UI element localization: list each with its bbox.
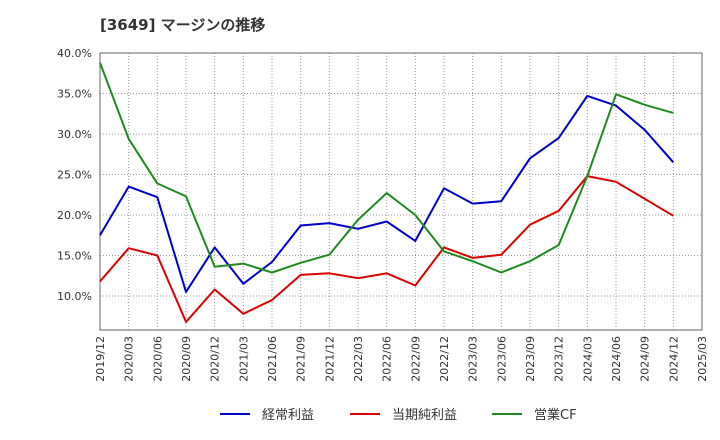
x-tick-label: 2022/06: [381, 336, 394, 382]
chart-title: [3649] マージンの推移: [100, 16, 266, 34]
y-tick-label: 20.0%: [57, 209, 92, 222]
y-tick-label: 25.0%: [57, 168, 92, 181]
x-tick-label: 2019/12: [94, 336, 107, 382]
x-tick-label: 2021/12: [323, 336, 336, 382]
x-tick-label: 2025/03: [696, 336, 709, 382]
x-tick-label: 2021/06: [266, 336, 279, 382]
legend-label: 経常利益: [262, 408, 314, 423]
x-tick-label: 2024/06: [610, 336, 623, 382]
x-tick-label: 2023/03: [467, 336, 480, 382]
x-tick-label: 2020/12: [209, 336, 222, 382]
x-tick-label: 2020/06: [151, 336, 164, 382]
tick-labels: 40.0% 35.0% 30.0% 25.0% 20.0% 15.0% 10.0% 2019/…: [57, 47, 709, 382]
series-line: [99, 94, 675, 293]
x-tick-label: 2024/03: [581, 336, 594, 382]
legend-label: 営業CF: [534, 407, 577, 423]
x-tick-label: 2021/03: [237, 336, 250, 382]
plot-frame: [99, 52, 703, 331]
x-tick-label: 2024/12: [667, 336, 680, 382]
series-line: [99, 62, 674, 274]
x-tick-label: 2023/12: [553, 336, 566, 382]
x-tick-label: 2024/09: [639, 336, 652, 382]
axes: [99, 52, 703, 331]
x-tick-label: 2021/09: [295, 336, 308, 382]
legend-label: 当期純利益: [392, 408, 457, 423]
x-tick-label: 2020/03: [123, 336, 136, 382]
x-tick-label: 2022/03: [352, 336, 365, 382]
y-tick-label: 40.0%: [57, 47, 92, 60]
x-tick-label: 2023/09: [524, 336, 537, 382]
legend: 経常利益 当期純利益 営業CF: [220, 407, 577, 423]
x-tick-label: 2022/09: [409, 336, 422, 382]
x-tick-label: 2023/06: [495, 336, 508, 382]
y-tick-label: 10.0%: [57, 290, 92, 303]
y-tick-label: 30.0%: [57, 128, 92, 141]
y-tick-label: 35.0%: [57, 87, 92, 100]
x-tick-label: 2022/12: [438, 336, 451, 382]
x-tick-label: 2020/09: [180, 336, 193, 382]
grid-lines: [100, 52, 702, 330]
series-line: [99, 175, 674, 323]
series-lines: [99, 62, 675, 323]
y-tick-label: 15.0%: [57, 249, 92, 262]
